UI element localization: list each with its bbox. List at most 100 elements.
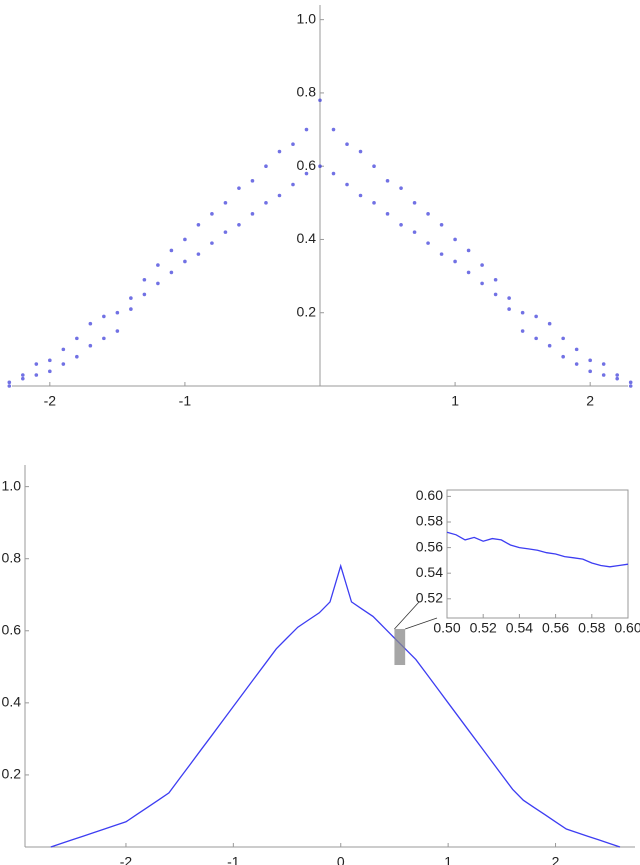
point: [385, 212, 390, 216]
point: [534, 314, 538, 319]
y-tick-label: 0.2: [2, 766, 22, 782]
y-tick-label: 0.56: [416, 538, 443, 554]
x-tick-label: -2: [120, 854, 133, 865]
point: [210, 241, 214, 245]
point: [183, 237, 187, 242]
x-tick-label: 0.54: [506, 620, 533, 636]
y-tick-label: 0.52: [416, 590, 443, 606]
x-tick-label: 0.56: [542, 620, 569, 636]
point: [115, 329, 120, 333]
point: [291, 182, 295, 187]
point: [169, 270, 174, 275]
point: [277, 193, 282, 198]
y-tick-label: 0.54: [416, 564, 443, 580]
x-tick-label: 0.50: [433, 620, 460, 636]
y-tick-label: 0.8: [297, 84, 317, 100]
point: [426, 241, 430, 245]
point: [156, 281, 160, 286]
x-tick-label: -2: [44, 393, 57, 409]
point: [426, 212, 430, 216]
point: [183, 259, 187, 264]
point: [264, 201, 268, 205]
zoom-box: [394, 628, 406, 666]
point: [574, 347, 579, 352]
y-tick-label: 0.6: [297, 157, 317, 173]
point: [412, 230, 417, 234]
y-tick-label: 0.60: [416, 487, 443, 503]
point: [574, 362, 579, 366]
point: [399, 186, 403, 190]
point: [615, 376, 619, 381]
point: [196, 252, 201, 256]
point: [88, 321, 93, 326]
point: [331, 127, 336, 132]
point: [466, 248, 471, 253]
connector: [394, 601, 420, 630]
connector: [405, 617, 438, 630]
line: [446, 531, 629, 568]
point: [480, 281, 484, 286]
point: [493, 292, 498, 297]
point: [615, 373, 619, 377]
point: [34, 373, 39, 377]
point: [399, 223, 403, 227]
point: [331, 171, 336, 176]
point: [61, 347, 66, 352]
point: [223, 201, 228, 205]
x-tick-label: -1: [179, 393, 192, 409]
point: [129, 296, 133, 300]
point: [601, 373, 606, 377]
point: [304, 127, 309, 132]
x-tick-label: 0: [337, 854, 345, 865]
point: [196, 223, 201, 227]
point: [223, 230, 228, 234]
point: [372, 201, 376, 205]
point: [453, 237, 457, 242]
point: [561, 354, 565, 359]
point: [439, 223, 444, 227]
point: [48, 358, 52, 363]
point: [169, 248, 174, 253]
x-tick-label: 1: [444, 854, 452, 865]
y-tick-label: 0.8: [2, 549, 22, 565]
point: [250, 179, 255, 183]
point: [304, 171, 309, 176]
y-tick-label: 0.4: [297, 230, 317, 246]
inset-frame: [446, 489, 629, 619]
point: [318, 164, 322, 168]
x-tick-label: 2: [586, 393, 594, 409]
point: [588, 369, 592, 374]
point: [345, 182, 349, 187]
point: [372, 164, 376, 168]
point: [345, 142, 349, 147]
x-tick-label: 1: [451, 393, 459, 409]
point: [102, 336, 106, 341]
x-tick-label: 2: [552, 854, 560, 865]
point: [129, 307, 133, 311]
point: [520, 329, 525, 333]
point: [291, 142, 295, 147]
x-tick-label: -1: [227, 854, 240, 865]
point: [277, 149, 282, 154]
x-tick-label: 0.58: [578, 620, 605, 636]
y-tick-label: 0.58: [416, 513, 443, 529]
point: [493, 277, 498, 282]
line: [50, 563, 621, 848]
point: [439, 252, 444, 256]
point: [142, 277, 147, 282]
point: [588, 358, 592, 363]
y-tick-label: 1.0: [297, 10, 317, 26]
point: [115, 310, 120, 315]
point: [318, 98, 322, 103]
point: [358, 149, 363, 154]
point: [156, 263, 160, 267]
point: [142, 292, 147, 297]
point: [547, 343, 552, 348]
point: [453, 259, 457, 264]
point: [210, 212, 214, 216]
point: [21, 373, 25, 377]
point: [561, 336, 565, 341]
point: [237, 186, 241, 190]
